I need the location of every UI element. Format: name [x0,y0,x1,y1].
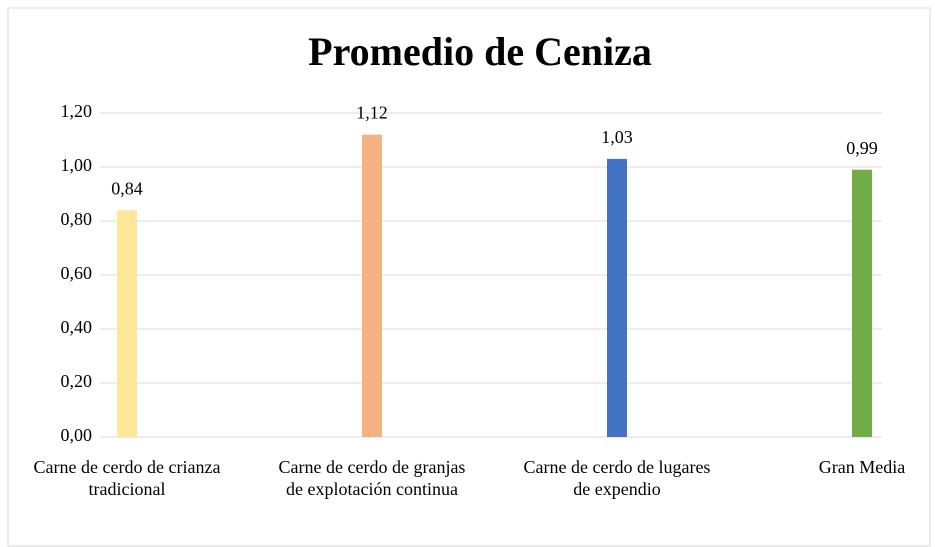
x-tick-label: Carne de cerdo de granjas de explotación… [278,457,466,499]
chart-border [7,7,931,547]
x-tick-label: Gran Media [818,457,906,477]
chart-title: Promedio de Ceniza [308,29,652,74]
value-label: 0,84 [111,178,143,198]
bar [362,134,382,437]
y-tick-label: 1,20 [61,101,93,121]
bar [852,169,872,437]
value-label: 0,99 [846,138,878,158]
y-tick-label: 0,80 [61,209,93,229]
y-tick-label: 0,40 [61,317,93,337]
bar [117,210,137,437]
y-tick-label: 0,20 [61,371,93,391]
x-tick-label: Carne de cerdo de lugares de expendio [523,457,711,499]
y-tick-label: 0,00 [61,425,93,445]
value-label: 1,12 [356,103,388,123]
value-label: 1,03 [601,127,633,147]
x-tick-label: Carne de cerdo de crianza tradicional [33,457,221,499]
bar [607,158,627,437]
y-tick-label: 0,60 [61,263,93,283]
y-tick-label: 1,00 [61,155,93,175]
